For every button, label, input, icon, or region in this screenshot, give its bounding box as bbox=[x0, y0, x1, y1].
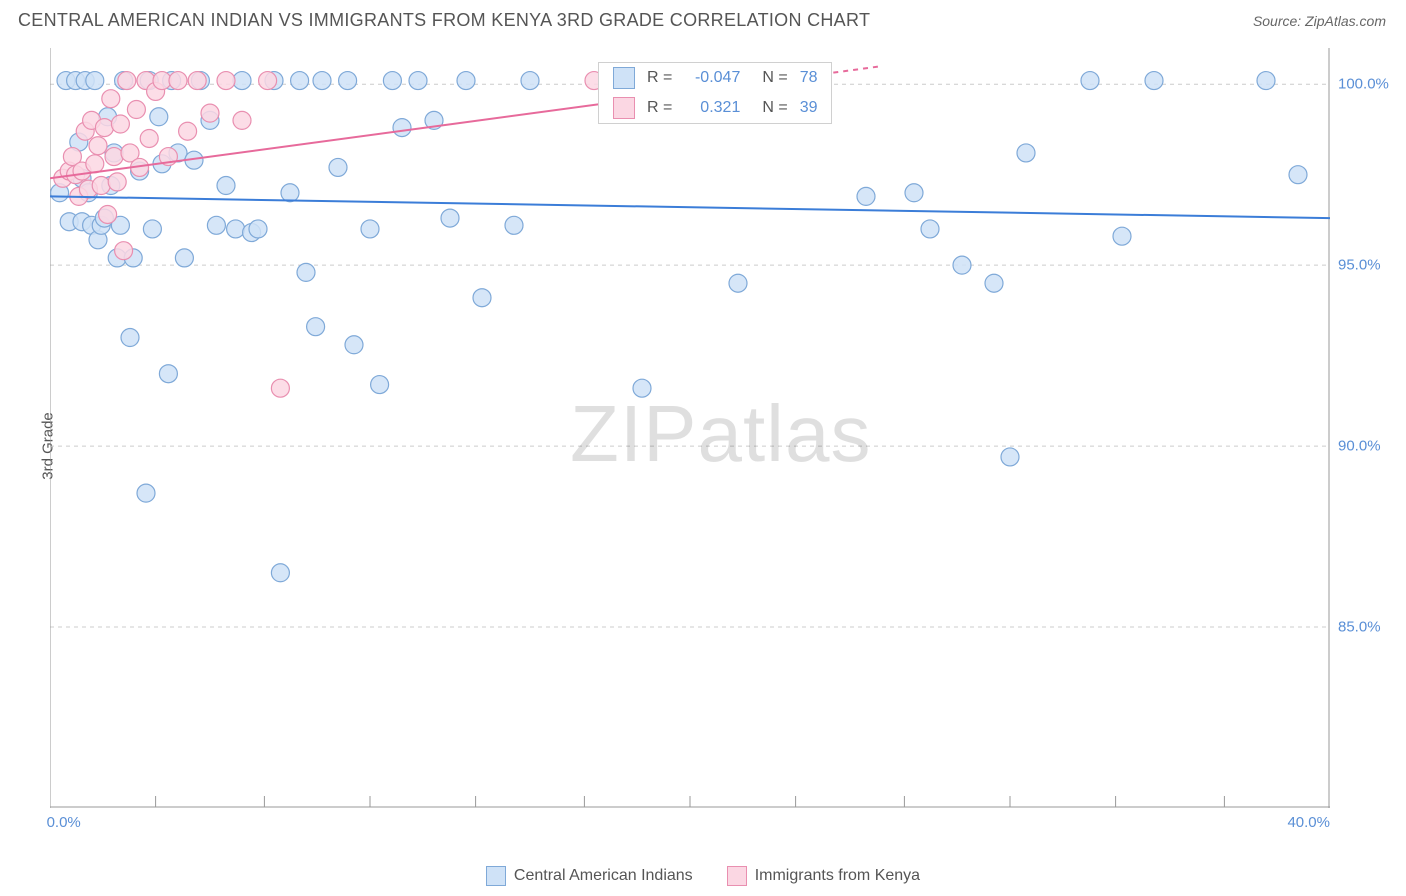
legend-item: Immigrants from Kenya bbox=[727, 866, 920, 886]
legend-row: R = 0.321 N = 39 bbox=[599, 93, 831, 123]
chart-area: 100.0%95.0%90.0%85.0% ZIPatlas R = -0.04… bbox=[50, 48, 1390, 808]
y-tick-label: 90.0% bbox=[1338, 438, 1381, 455]
legend-row: R = -0.047 N = 78 bbox=[599, 63, 831, 93]
x-tick-label: 40.0% bbox=[1287, 814, 1330, 896]
series-legend: Central American Indians Immigrants from … bbox=[0, 866, 1406, 886]
y-tick-label: 95.0% bbox=[1338, 257, 1381, 274]
legend-label: Central American Indians bbox=[514, 867, 693, 885]
legend-label: Immigrants from Kenya bbox=[755, 867, 920, 885]
x-tick-label: 0.0% bbox=[47, 814, 81, 896]
source-attribution: Source: ZipAtlas.com bbox=[1253, 13, 1386, 29]
n-value: 78 bbox=[800, 69, 818, 87]
r-label: R = bbox=[647, 99, 672, 117]
y-tick-label: 85.0% bbox=[1338, 619, 1381, 636]
legend-swatch bbox=[486, 866, 506, 886]
r-value: 0.321 bbox=[680, 99, 740, 117]
n-value: 39 bbox=[800, 99, 818, 117]
legend-swatch bbox=[613, 97, 635, 119]
r-value: -0.047 bbox=[680, 69, 740, 87]
legend-swatch bbox=[727, 866, 747, 886]
y-tick-label: 100.0% bbox=[1338, 76, 1389, 93]
r-label: R = bbox=[647, 69, 672, 87]
n-label: N = bbox=[762, 99, 787, 117]
chart-title: CENTRAL AMERICAN INDIAN VS IMMIGRANTS FR… bbox=[18, 10, 870, 31]
legend-swatch bbox=[613, 67, 635, 89]
correlation-legend: R = -0.047 N = 78 R = 0.321 N = 39 bbox=[598, 62, 832, 124]
legend-item: Central American Indians bbox=[486, 866, 693, 886]
scatter-plot-svg bbox=[50, 48, 1390, 808]
n-label: N = bbox=[762, 69, 787, 87]
